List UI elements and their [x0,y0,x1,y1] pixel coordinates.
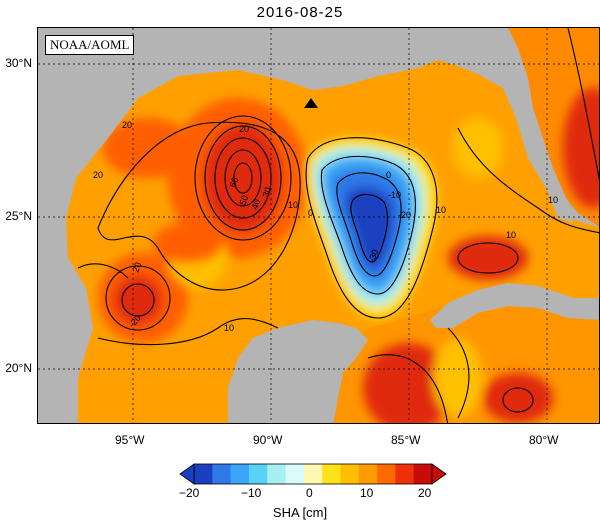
mexico-us-landmass [38,28,510,423]
colorbar-cell [194,464,213,484]
colorbar-cell [413,464,433,484]
triangle-marker [304,98,318,108]
lat-label: 20°N [5,361,32,375]
colorbar-title: SHA [cm] [272,505,328,520]
map-svg: 20 20 10 10 10 10 20 0 0 -10 -20 -30 -20… [38,28,599,423]
lon-label: 95°W [115,433,145,447]
contour-label: 20 [122,120,132,130]
lon-label: 85°W [391,433,421,447]
graticule [38,28,599,423]
colorbar-low-arrow [179,463,195,485]
contour-label: -20 [398,210,411,220]
contour-label: 10 [506,230,516,240]
colorbar-cell [303,464,323,484]
central-america-landmass [280,400,313,423]
contour-label: 0 [308,208,313,218]
cuba-landmass [430,283,599,328]
contour-label: 20 [239,124,249,134]
contour-label: 50 [237,194,250,207]
contour-label: 30 [260,186,273,199]
colorbar-tick-label: −20 [179,486,200,500]
contour-label: 10 [288,200,298,210]
contour-label: 0 [386,170,391,180]
colorbar-cell [377,464,396,484]
colorbar-high-arrow [431,463,447,485]
contour-label: -10 [388,190,401,200]
lon-label: 90°W [253,433,283,447]
credit-label: NOAA/AOML [45,35,135,55]
florida-landmass [478,28,573,223]
sea-height-anomaly-map: 20 20 10 10 10 10 20 0 0 -10 -20 -30 -20… [37,27,600,424]
colorbar-cell [395,464,415,484]
colorbar [179,463,447,485]
map-title: 2016-08-25 [256,4,344,21]
lat-label: 30°N [5,56,32,70]
colorbar-tick-label: 20 [418,486,432,500]
contour-value-labels: 20 20 10 10 10 10 20 0 0 -10 -20 -30 -20… [93,120,558,333]
colorbar-cell [285,464,305,484]
contour-label: 10 [548,195,558,205]
contour-label: 10 [224,323,234,333]
colorbar-tick-label: 0 [306,486,313,500]
colorbar-cell [358,464,378,484]
colorbar-tick-label: −10 [241,486,262,500]
contour-label: 10 [436,205,446,215]
colorbar-cell [248,464,268,484]
lon-label: 80°W [529,433,559,447]
contour-label: 60 [227,176,240,189]
contour-label: 20 [130,261,143,274]
colorbar-cell [230,464,250,484]
colorbar-cell [340,464,360,484]
contour-label: -30 [366,248,380,264]
yucatan-landmass [228,320,368,423]
colorbar-tick-label: 10 [360,486,374,500]
contour-label: 40 [249,198,262,211]
colorbar-cell [322,464,341,484]
colorbar-cell [267,464,287,484]
contour-label: 20 [93,170,103,180]
lat-label: 25°N [5,209,32,223]
land-masses [38,28,599,423]
colorbar-cell [212,464,232,484]
